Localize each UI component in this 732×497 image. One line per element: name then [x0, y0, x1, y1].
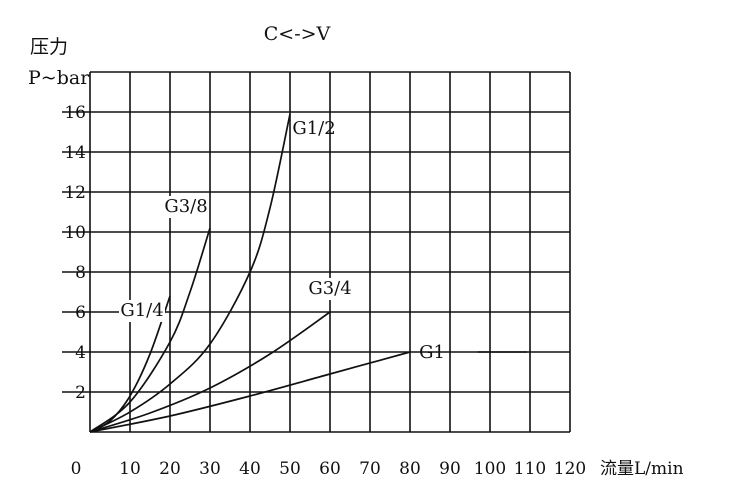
series-line-G1	[89, 351, 411, 433]
series-line-G1-2	[89, 113, 291, 433]
x-tick-label: 0	[71, 459, 82, 479]
x-axis-label: 流量L/min	[600, 459, 684, 479]
x-tick-label: 30	[199, 459, 221, 479]
y-tick-label: 2	[75, 383, 86, 403]
series-line-G3-8	[89, 227, 211, 433]
y-tick-label: 10	[64, 223, 86, 243]
chart-grid	[62, 71, 571, 433]
y-tick-label: 8	[75, 263, 86, 283]
series-label-bg	[119, 300, 165, 322]
chart-labels: 0 10 20 30 40 50 60 70 80 90 100 110 120 2 4 6 8 10 12 14 16	[64, 103, 586, 479]
y-tick-label: 6	[75, 303, 86, 323]
series-label-G1-2: G1/2	[292, 118, 335, 139]
x-tick-label: 90	[439, 459, 461, 479]
series-label-G1: G1	[419, 342, 445, 363]
y-axis-label-top: 压力	[30, 36, 68, 58]
y-tick-label: 4	[75, 343, 86, 363]
x-tick-label: 80	[399, 459, 421, 479]
y-tick-label: 14	[64, 143, 86, 163]
chart-series: G1/4 G3/8 G1/2 G3/4 G1	[89, 113, 527, 433]
x-tick-label: 10	[119, 459, 141, 479]
y-tick-label: 12	[64, 183, 86, 203]
series-label-bg	[307, 278, 353, 300]
x-tick-label: 20	[159, 459, 181, 479]
y-tick-label: 16	[64, 103, 86, 123]
x-tick-label: 40	[239, 459, 261, 479]
x-tick-label: 110	[514, 459, 546, 479]
series-label-G3-8: G3/8	[164, 196, 207, 217]
x-tick-label: 50	[279, 459, 301, 479]
x-tick-label: 70	[359, 459, 381, 479]
series-label-bg	[163, 196, 209, 218]
series-label-G1-4: G1/4	[120, 300, 163, 321]
series-line-G3-4	[89, 311, 331, 433]
series-label-G3-4: G3/4	[308, 278, 351, 299]
x-tick-label: 120	[554, 459, 586, 479]
x-tick-label: 100	[474, 459, 506, 479]
y-axis-label: P~bar	[28, 67, 90, 89]
chart-title: C<->V	[264, 23, 331, 45]
x-tick-label: 60	[319, 459, 341, 479]
